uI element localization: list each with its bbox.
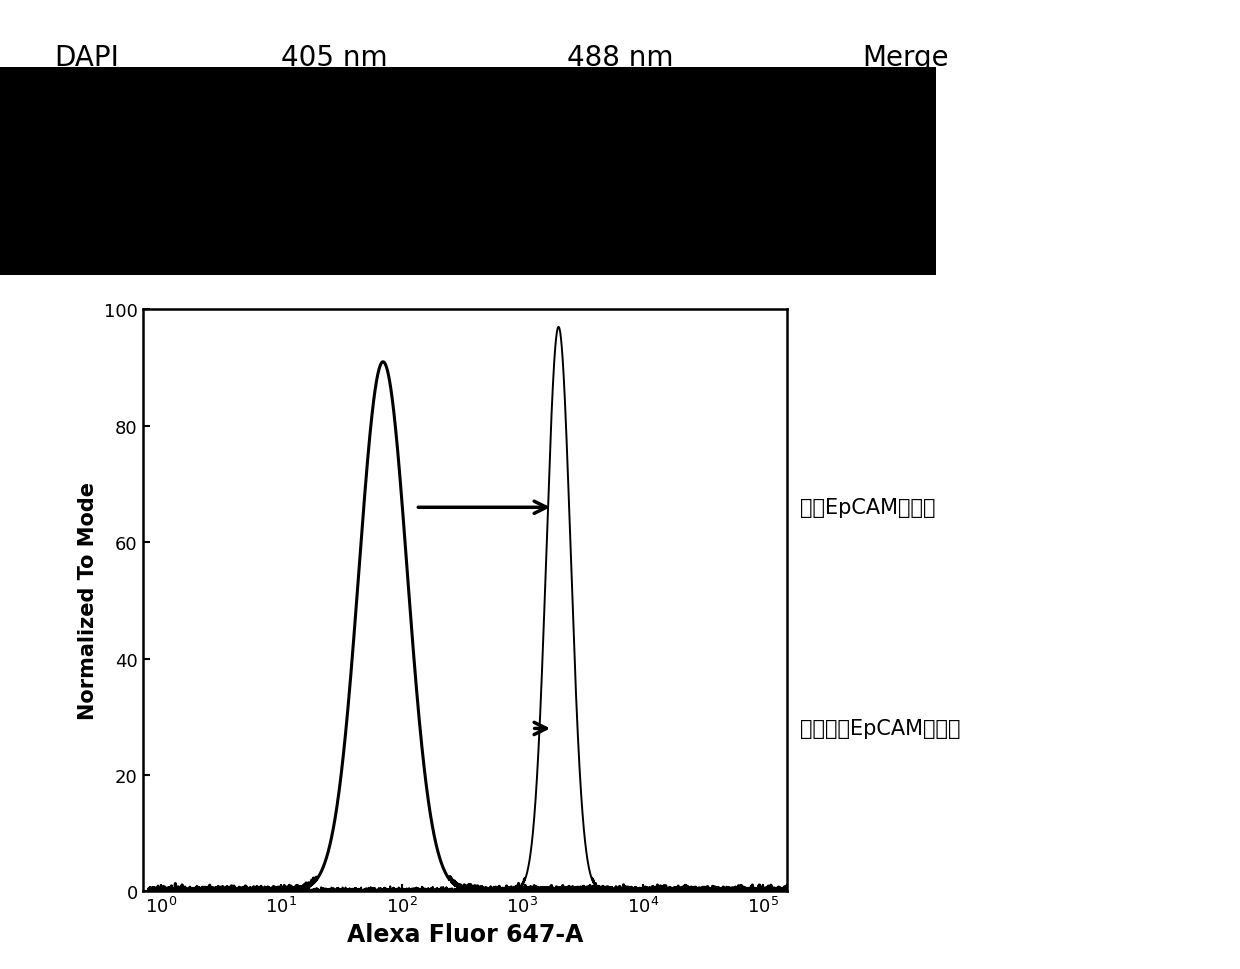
Y-axis label: Normalized To Mode: Normalized To Mode xyxy=(78,482,98,720)
Text: DAPI: DAPI xyxy=(55,44,119,72)
Text: Merge: Merge xyxy=(862,44,949,72)
Text: 缺乏EpCAM的细胞: 缺乏EpCAM的细胞 xyxy=(800,498,935,517)
Text: 405 nm: 405 nm xyxy=(281,44,388,72)
X-axis label: Alexa Fluor 647-A: Alexa Fluor 647-A xyxy=(347,922,583,946)
Text: 丰富表辽EpCAM的细胞: 丰富表辽EpCAM的细胞 xyxy=(800,719,960,738)
Text: 488 nm: 488 nm xyxy=(567,44,673,72)
